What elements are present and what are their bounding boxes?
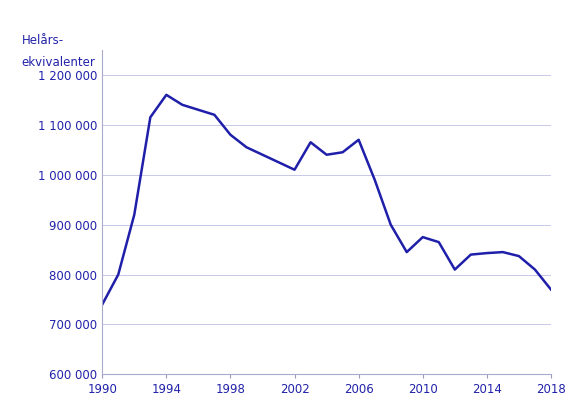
Text: Helårs-: Helårs-	[22, 34, 64, 47]
Text: ekvivalenter: ekvivalenter	[22, 57, 95, 69]
